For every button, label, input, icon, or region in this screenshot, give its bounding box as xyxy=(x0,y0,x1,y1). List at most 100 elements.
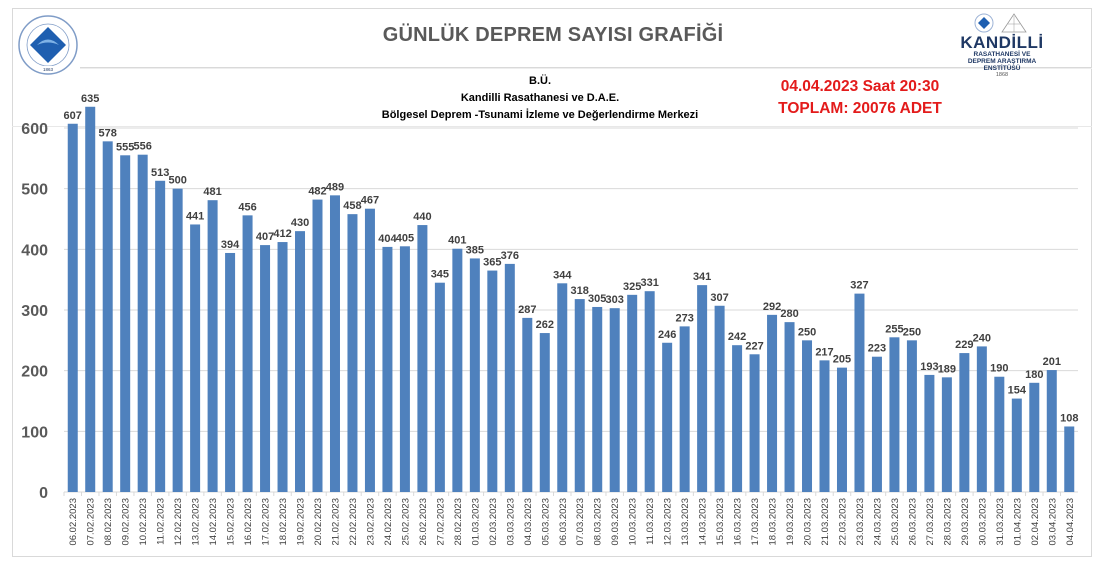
y-tick-label: 100 xyxy=(21,424,48,441)
bar xyxy=(592,306,603,492)
bar xyxy=(906,340,917,492)
x-tick-label: 06.03.2023 xyxy=(558,498,569,546)
x-tick-label: 24.02.2023 xyxy=(383,498,394,546)
x-tick-label: 07.02.2023 xyxy=(86,498,97,546)
bar-value-label: 223 xyxy=(868,343,886,355)
x-tick-label: 05.03.2023 xyxy=(540,498,551,546)
bar xyxy=(225,252,236,492)
bar xyxy=(522,317,533,492)
x-tick-label: 20.03.2023 xyxy=(803,498,814,546)
bar xyxy=(714,305,725,492)
kandilli-line2: DEPREM ARAŞTIRMA xyxy=(967,58,1037,65)
x-tick-label: 22.02.2023 xyxy=(348,498,359,546)
bar xyxy=(277,242,288,492)
bar-value-label: 407 xyxy=(256,231,274,243)
x-tick-label: 12.02.2023 xyxy=(173,498,184,546)
bar xyxy=(1011,398,1022,492)
bar xyxy=(260,245,271,492)
bar-value-label: 217 xyxy=(815,346,833,358)
chart-frame xyxy=(12,8,1092,557)
x-tick-label: 06.02.2023 xyxy=(68,498,79,546)
header-divider-bottom xyxy=(12,126,1092,127)
bar-value-label: 242 xyxy=(728,331,746,343)
x-tick-label: 28.03.2023 xyxy=(942,498,953,546)
bar-value-label: 262 xyxy=(536,319,554,331)
bar-value-label: 331 xyxy=(640,277,658,289)
x-tick-label: 19.03.2023 xyxy=(785,498,796,546)
subtitle-line-1: B.Ü. xyxy=(529,75,551,87)
x-tick-label: 28.02.2023 xyxy=(453,498,464,546)
bar xyxy=(172,188,183,492)
y-tick-label: 200 xyxy=(21,364,48,381)
bar-value-label: 376 xyxy=(501,250,519,262)
bar-value-label: 180 xyxy=(1025,369,1043,381)
bar xyxy=(574,299,585,492)
bar-value-label: 401 xyxy=(448,235,466,247)
bar-value-label: 489 xyxy=(326,181,344,193)
bar-value-label: 201 xyxy=(1043,356,1061,368)
x-tick-label: 17.02.2023 xyxy=(261,498,272,546)
bar xyxy=(732,345,743,492)
bar-value-label: 412 xyxy=(273,228,291,240)
bar xyxy=(1046,370,1057,492)
bar-value-label: 344 xyxy=(553,269,572,281)
bar xyxy=(329,195,340,492)
bar xyxy=(802,340,813,492)
x-tick-label: 08.02.2023 xyxy=(103,498,114,546)
update-info: 04.04.2023 Saat 20:30 TOPLAM: 20076 ADET xyxy=(740,76,980,120)
x-tick-label: 24.03.2023 xyxy=(872,498,883,546)
x-tick-label: 25.02.2023 xyxy=(400,498,411,546)
x-tick-label: 11.02.2023 xyxy=(156,498,167,545)
y-tick-label: 500 xyxy=(21,182,48,199)
kandilli-year: 1868 xyxy=(995,72,1009,78)
x-tick-label: 04.03.2023 xyxy=(523,498,534,546)
x-tick-label: 27.02.2023 xyxy=(435,498,446,546)
x-tick-label: 13.02.2023 xyxy=(191,498,202,546)
x-tick-label: 23.02.2023 xyxy=(365,498,376,546)
bar-value-label: 227 xyxy=(745,340,763,352)
bar-value-label: 325 xyxy=(623,281,641,293)
x-tick-label: 09.02.2023 xyxy=(121,498,132,546)
x-tick-label: 02.04.2023 xyxy=(1030,498,1041,546)
bar xyxy=(399,246,410,492)
bar xyxy=(417,225,428,493)
bar xyxy=(994,376,1005,492)
bar-value-label: 467 xyxy=(361,195,379,207)
bar-value-label: 365 xyxy=(483,257,501,269)
bar-value-label: 292 xyxy=(763,301,781,313)
x-tick-label: 14.02.2023 xyxy=(208,498,219,546)
x-tick-label: 01.03.2023 xyxy=(470,498,481,546)
x-tick-label: 31.03.2023 xyxy=(995,498,1006,546)
bar-value-label: 305 xyxy=(588,293,606,305)
y-tick-label: 300 xyxy=(21,303,48,320)
x-tick-label: 10.03.2023 xyxy=(628,498,639,546)
kandilli-line1: RASATHANESİ VE xyxy=(973,51,1031,58)
bogazici-university-logo-icon: 1863 xyxy=(18,15,78,75)
bar-value-label: 303 xyxy=(606,294,624,306)
x-tick-label: 03.03.2023 xyxy=(505,498,516,546)
bar-value-label: 555 xyxy=(116,141,134,153)
bar xyxy=(487,270,498,492)
x-tick-label: 07.03.2023 xyxy=(575,498,586,546)
total-count-label: TOPLAM: 20076 ADET xyxy=(778,100,942,117)
bar xyxy=(662,342,673,492)
x-tick-label: 03.04.2023 xyxy=(1047,498,1058,546)
bar xyxy=(347,214,358,492)
bar-value-label: 205 xyxy=(833,354,851,366)
x-tick-label: 25.03.2023 xyxy=(890,498,901,546)
bar xyxy=(697,285,708,492)
x-tick-label: 18.03.2023 xyxy=(768,498,779,546)
bar xyxy=(67,123,78,493)
bar-value-label: 327 xyxy=(850,280,868,292)
bar xyxy=(1064,426,1075,492)
subtitle-line-3: Bölgesel Deprem -Tsunami İzleme ve Değer… xyxy=(381,109,699,121)
x-tick-label: 01.04.2023 xyxy=(1012,498,1023,546)
bar xyxy=(749,354,760,492)
x-tick-label: 11.03.2023 xyxy=(645,498,656,545)
bar-value-label: 255 xyxy=(885,323,903,335)
bar xyxy=(295,231,306,492)
bar-value-label: 430 xyxy=(291,217,309,229)
kandilli-logo-text: KANDİLLİ RASATHANESİ VE DEPREM ARAŞTIRMA… xyxy=(952,34,1052,79)
bar xyxy=(102,141,113,492)
bar xyxy=(854,293,865,492)
